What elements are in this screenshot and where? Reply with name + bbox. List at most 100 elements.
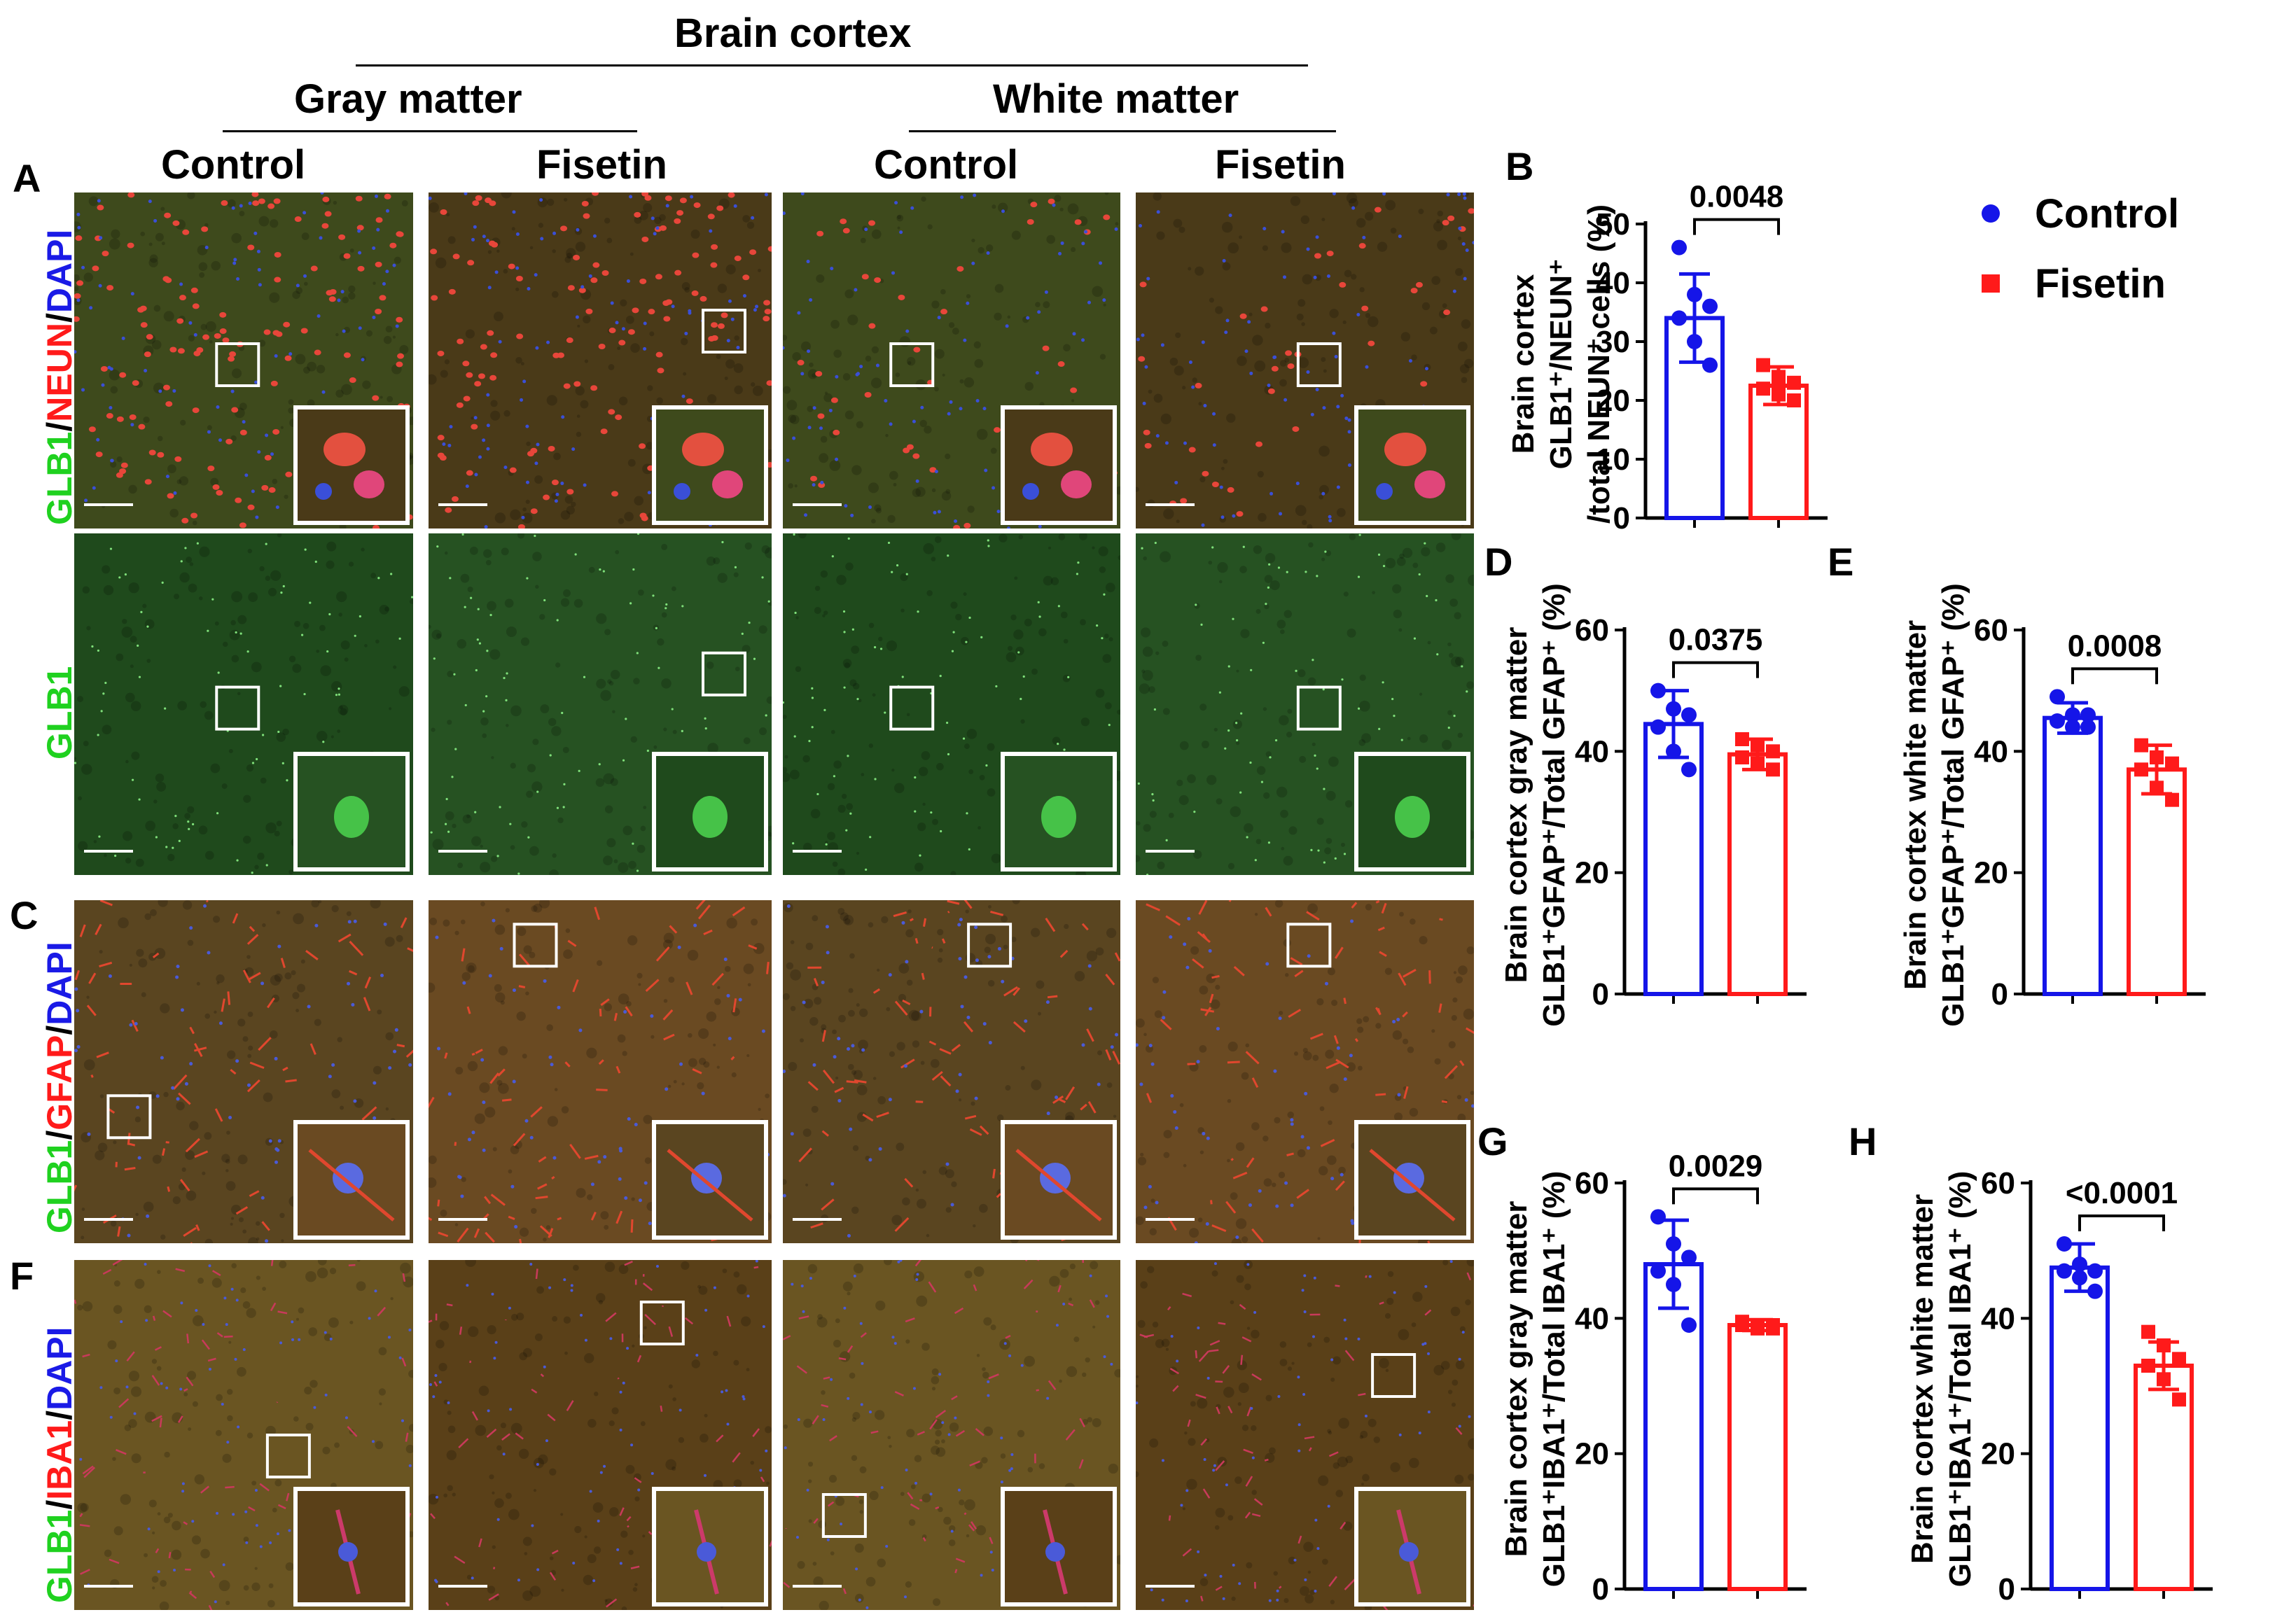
chart-point [1650,1209,1666,1225]
micrograph-image [1136,533,1474,875]
micrograph-image [1136,900,1474,1243]
chart-ylabel: GLB1⁺/NEUN⁺ [1544,259,1578,470]
panel-label-c: C [10,893,39,937]
chart-p-value: 0.0048 [1690,180,1784,214]
chart-point [2065,719,2080,735]
chart-point [1650,1263,1666,1279]
panel-label-f: F [10,1254,34,1298]
chart-p-value: <0.0001 [2066,1176,2178,1210]
chart-ylabel: /total NEUN⁺ cells (%) [1582,204,1616,524]
micrograph-glb1-col2 [429,533,772,875]
chart-y-tick-label: 60 [1981,1166,2015,1200]
chart-point [2065,707,2080,723]
chart-bar-control [2043,715,2103,997]
row-label-part: GFAP [40,1035,79,1130]
chart-point [1756,358,1770,372]
chart-point [1650,719,1666,735]
micrograph-neun-col4 [1136,192,1474,528]
chart-point [1772,387,1786,402]
row-label-part: / [40,421,79,432]
chart-ylabel: GLB1⁺IBA1⁺/Total IBA1⁺ (%) [1537,1171,1571,1587]
chart-y-tick-label: 20 [1981,1437,2015,1471]
chart-y-tick-label: 20 [1974,856,2008,890]
chart-p-value: 0.0375 [1669,623,1763,657]
micrograph-neun-col2 [429,192,772,528]
row-label-part: NEUN [40,323,79,422]
micrograph-image [1136,192,1474,528]
chart-svg: Brain cortex gray matter GLB1⁺IBA1⁺/Total… [1499,1149,1807,1606]
chart-bar-fisetin [1748,384,1809,520]
chart-e: Brain cortex white matter GLB1⁺GFAP⁺/Tota… [1884,583,2262,1027]
panel-label-b: B [1505,144,1534,188]
chart-point [2150,780,2164,795]
chart-point [1766,762,1780,777]
chart-ylabel: GLB1⁺IBA1⁺/Total IBA1⁺ (%) [1943,1171,1977,1587]
chart-b: Brain cortex GLB1⁺/NEUN⁺/total NEUN⁺ cell… [1505,180,1926,550]
chart-y-tick-label: 0 [1613,501,1630,536]
chart-point [2080,719,2096,735]
chart-y-tick-label: 40 [1575,1301,1609,1336]
chart-point [2134,762,2148,777]
chart-bar-fisetin [1727,752,1788,997]
header-rule-gray [223,130,637,132]
chart-y-tick-label: 60 [1974,613,2008,648]
legend-item-fisetin: Fisetin [1982,248,2179,318]
chart-point [1751,756,1765,771]
row-label-part: IBA1 [40,1420,79,1500]
chart-point [2134,738,2148,752]
micrograph-iba1-col2 [429,1260,772,1610]
chart-y-tick-label: 0 [1991,977,2008,1011]
chart-y-tick-label: 20 [1596,384,1630,418]
chart-point [2157,1372,2171,1387]
header-col-control-white: Control [874,142,1019,188]
micrograph-iba1-col1 [74,1260,413,1610]
micrograph-image [429,192,772,528]
header-col-control-gray: Control [161,142,306,188]
panel-label-e: E [1828,540,1854,584]
chart-y-tick-label: 40 [1575,734,1609,769]
chart-ylabel: Brain cortex gray matter [1499,627,1533,983]
chart-significance-bracket [1672,661,1759,678]
chart-y-tick-label: 0 [1592,977,1609,1011]
chart-point [2057,1236,2072,1252]
chart-y-tick-label: 50 [1596,207,1630,241]
chart-point [2172,1392,2186,1407]
chart-y-tick-label: 30 [1596,325,1630,359]
chart-ylabel: GLB1⁺GFAP⁺/Total GFAP⁺ (%) [1936,583,1970,1027]
chart-d: Brain cortex gray matter GLB1⁺GFAP⁺/Total… [1484,583,1835,1027]
chart-point [1681,707,1697,723]
chart-point [2141,1324,2155,1339]
chart-point [2050,689,2065,705]
header-col-fisetin-white: Fisetin [1215,142,1346,188]
chart-point [1735,1318,1749,1332]
row-label-part: GLB1 [40,666,79,760]
chart-point [2057,1263,2072,1279]
chart-point [1766,744,1780,759]
micrograph-gfap-col1 [74,900,413,1243]
row-label-part: GLB1 [40,1509,79,1603]
chart-point [1772,370,1786,384]
chart-point [1666,701,1681,717]
legend-label-control: Control [2035,190,2180,237]
header-rule-white [909,130,1336,132]
chart-point [2087,1283,2103,1299]
row-label-part: DAPI [40,941,79,1026]
header-gray-matter: Gray matter [294,76,522,122]
chart-y-tick-label: 40 [1596,266,1630,300]
chart-svg: Brain cortex white matter GLB1⁺GFAP⁺/Tota… [1898,583,2206,1027]
chart-significance-bracket [2078,1214,2165,1231]
micrograph-image [74,1260,413,1610]
row-label-part: / [40,1130,79,1140]
chart-point [2072,1270,2087,1286]
chart-point [1751,1321,1765,1336]
chart-y-tick-label: 40 [1974,734,2008,769]
panel-label-g: G [1477,1119,1508,1163]
chart-point [1735,750,1749,764]
chart-bar-control [2050,1265,2110,1591]
chart-ylabel: Brain cortex white matter [1905,1194,1940,1564]
row-label-part: DAPI [40,1326,79,1410]
micrograph-image [783,900,1120,1243]
chart-point [2157,1338,2171,1352]
micrograph-image [783,533,1120,875]
chart-point [1702,357,1718,373]
